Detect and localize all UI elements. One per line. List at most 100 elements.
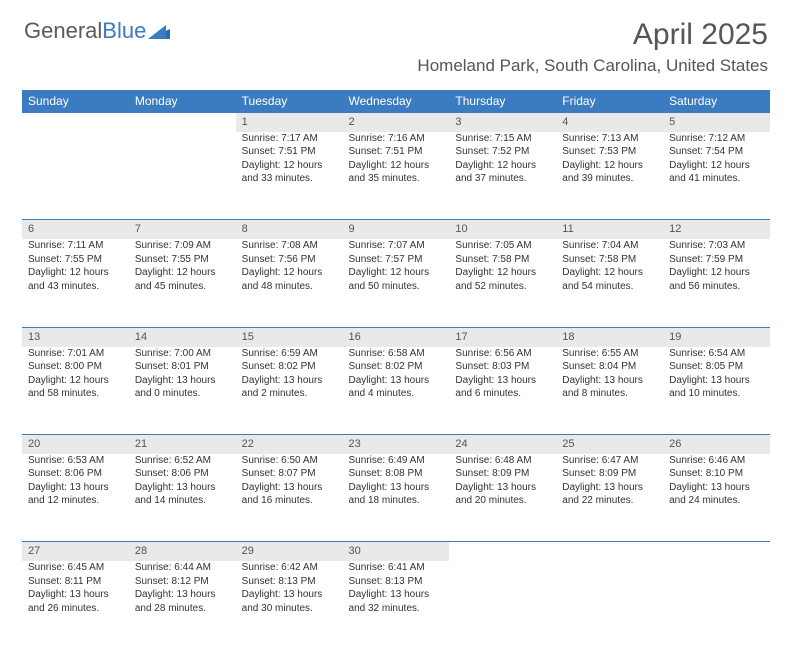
daylight-text: and 35 minutes. — [349, 172, 444, 186]
day-number: 27 — [22, 542, 129, 561]
day-number — [556, 542, 663, 561]
day-number: 3 — [449, 113, 556, 132]
sunset-text: Sunset: 8:02 PM — [242, 360, 337, 374]
daylight-text: Daylight: 12 hours — [669, 159, 764, 173]
sunrise-text: Sunrise: 6:59 AM — [242, 347, 337, 361]
calendar-table: Sunday Monday Tuesday Wednesday Thursday… — [22, 90, 770, 649]
day-number: 2 — [343, 113, 450, 132]
day-number: 19 — [663, 327, 770, 346]
daylight-text: Daylight: 13 hours — [562, 374, 657, 388]
daylight-text: Daylight: 12 hours — [455, 266, 550, 280]
day-number-row: 27282930 — [22, 542, 770, 561]
day-number: 7 — [129, 220, 236, 239]
day-cell: Sunrise: 7:07 AMSunset: 7:57 PMDaylight:… — [343, 239, 450, 327]
sunrise-text: Sunrise: 6:50 AM — [242, 454, 337, 468]
day-number: 5 — [663, 113, 770, 132]
day-cell — [449, 561, 556, 649]
sunset-text: Sunset: 7:54 PM — [669, 145, 764, 159]
day-number: 9 — [343, 220, 450, 239]
daylight-text: and 2 minutes. — [242, 387, 337, 401]
day-cell: Sunrise: 7:01 AMSunset: 8:00 PMDaylight:… — [22, 347, 129, 435]
day-number: 22 — [236, 435, 343, 454]
brand-logo: GeneralBlue — [24, 18, 174, 44]
day-cell: Sunrise: 7:13 AMSunset: 7:53 PMDaylight:… — [556, 132, 663, 220]
day-cell: Sunrise: 7:05 AMSunset: 7:58 PMDaylight:… — [449, 239, 556, 327]
sunset-text: Sunset: 8:13 PM — [242, 575, 337, 589]
weekday-header: Sunday — [22, 90, 129, 113]
day-cell: Sunrise: 7:17 AMSunset: 7:51 PMDaylight:… — [236, 132, 343, 220]
daylight-text: Daylight: 12 hours — [455, 159, 550, 173]
daylight-text: Daylight: 12 hours — [28, 374, 123, 388]
sunset-text: Sunset: 7:53 PM — [562, 145, 657, 159]
sunset-text: Sunset: 8:01 PM — [135, 360, 230, 374]
day-cell — [556, 561, 663, 649]
sunrise-text: Sunrise: 7:09 AM — [135, 239, 230, 253]
daylight-text: Daylight: 13 hours — [135, 374, 230, 388]
brand-part2: Blue — [102, 18, 146, 44]
day-cell: Sunrise: 6:42 AMSunset: 8:13 PMDaylight:… — [236, 561, 343, 649]
header: GeneralBlue April 2025 Homeland Park, So… — [0, 0, 792, 82]
day-number-row: 12345 — [22, 113, 770, 132]
weekday-header: Wednesday — [343, 90, 450, 113]
daylight-text: and 54 minutes. — [562, 280, 657, 294]
day-cell: Sunrise: 7:08 AMSunset: 7:56 PMDaylight:… — [236, 239, 343, 327]
daylight-text: Daylight: 13 hours — [669, 374, 764, 388]
day-cell: Sunrise: 6:44 AMSunset: 8:12 PMDaylight:… — [129, 561, 236, 649]
day-number: 26 — [663, 435, 770, 454]
logo-flag-icon — [148, 21, 174, 41]
sunrise-text: Sunrise: 7:12 AM — [669, 132, 764, 146]
sunrise-text: Sunrise: 7:16 AM — [349, 132, 444, 146]
daylight-text: Daylight: 13 hours — [455, 481, 550, 495]
sunrise-text: Sunrise: 6:55 AM — [562, 347, 657, 361]
day-cell: Sunrise: 7:00 AMSunset: 8:01 PMDaylight:… — [129, 347, 236, 435]
day-number: 16 — [343, 327, 450, 346]
daylight-text: and 18 minutes. — [349, 494, 444, 508]
sunrise-text: Sunrise: 6:45 AM — [28, 561, 123, 575]
sunset-text: Sunset: 7:58 PM — [455, 253, 550, 267]
sunrise-text: Sunrise: 7:00 AM — [135, 347, 230, 361]
day-cell: Sunrise: 6:50 AMSunset: 8:07 PMDaylight:… — [236, 454, 343, 542]
sunrise-text: Sunrise: 6:53 AM — [28, 454, 123, 468]
sunrise-text: Sunrise: 6:54 AM — [669, 347, 764, 361]
weekday-header-row: Sunday Monday Tuesday Wednesday Thursday… — [22, 90, 770, 113]
daylight-text: and 12 minutes. — [28, 494, 123, 508]
sunset-text: Sunset: 8:08 PM — [349, 467, 444, 481]
day-cell: Sunrise: 6:56 AMSunset: 8:03 PMDaylight:… — [449, 347, 556, 435]
daylight-text: Daylight: 12 hours — [242, 266, 337, 280]
daylight-text: Daylight: 13 hours — [28, 481, 123, 495]
location-subtitle: Homeland Park, South Carolina, United St… — [417, 56, 768, 76]
daylight-text: and 28 minutes. — [135, 602, 230, 616]
sunrise-text: Sunrise: 7:03 AM — [669, 239, 764, 253]
day-cell: Sunrise: 6:45 AMSunset: 8:11 PMDaylight:… — [22, 561, 129, 649]
daylight-text: and 56 minutes. — [669, 280, 764, 294]
daylight-text: and 33 minutes. — [242, 172, 337, 186]
sunset-text: Sunset: 8:09 PM — [562, 467, 657, 481]
daylight-text: and 45 minutes. — [135, 280, 230, 294]
daylight-text: and 52 minutes. — [455, 280, 550, 294]
weekday-header: Friday — [556, 90, 663, 113]
daylight-text: and 43 minutes. — [28, 280, 123, 294]
day-number: 29 — [236, 542, 343, 561]
day-cell: Sunrise: 6:52 AMSunset: 8:06 PMDaylight:… — [129, 454, 236, 542]
day-cell: Sunrise: 6:53 AMSunset: 8:06 PMDaylight:… — [22, 454, 129, 542]
sunrise-text: Sunrise: 6:49 AM — [349, 454, 444, 468]
day-number: 24 — [449, 435, 556, 454]
day-cell: Sunrise: 7:04 AMSunset: 7:58 PMDaylight:… — [556, 239, 663, 327]
sunset-text: Sunset: 8:07 PM — [242, 467, 337, 481]
sunrise-text: Sunrise: 7:17 AM — [242, 132, 337, 146]
day-cell: Sunrise: 6:58 AMSunset: 8:02 PMDaylight:… — [343, 347, 450, 435]
daylight-text: Daylight: 13 hours — [242, 588, 337, 602]
sunrise-text: Sunrise: 7:01 AM — [28, 347, 123, 361]
daylight-text: and 8 minutes. — [562, 387, 657, 401]
day-cell: Sunrise: 6:54 AMSunset: 8:05 PMDaylight:… — [663, 347, 770, 435]
daylight-text: Daylight: 13 hours — [242, 374, 337, 388]
sunset-text: Sunset: 8:05 PM — [669, 360, 764, 374]
daylight-text: Daylight: 12 hours — [349, 266, 444, 280]
day-number: 10 — [449, 220, 556, 239]
day-number — [22, 113, 129, 132]
daylight-text: and 37 minutes. — [455, 172, 550, 186]
daylight-text: Daylight: 12 hours — [562, 266, 657, 280]
daylight-text: and 24 minutes. — [669, 494, 764, 508]
daylight-text: Daylight: 13 hours — [349, 374, 444, 388]
brand-part1: General — [24, 18, 102, 44]
